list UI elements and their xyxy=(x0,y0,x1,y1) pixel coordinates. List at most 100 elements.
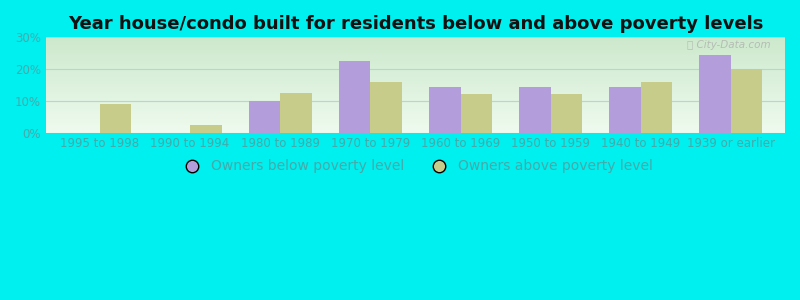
Bar xyxy=(46,91,785,92)
Bar xyxy=(46,40,785,41)
Bar xyxy=(46,84,785,85)
Bar xyxy=(46,110,785,111)
Bar xyxy=(46,37,785,38)
Bar xyxy=(46,112,785,113)
Bar xyxy=(46,113,785,114)
Bar xyxy=(46,98,785,99)
Bar xyxy=(46,51,785,52)
Title: Year house/condo built for residents below and above poverty levels: Year house/condo built for residents bel… xyxy=(68,15,763,33)
Bar xyxy=(46,115,785,116)
Bar xyxy=(46,108,785,109)
Bar xyxy=(46,77,785,78)
Bar xyxy=(46,111,785,112)
Bar xyxy=(46,88,785,89)
Bar xyxy=(46,69,785,70)
Bar xyxy=(461,94,492,133)
Bar xyxy=(46,120,785,121)
Bar xyxy=(46,129,785,130)
Bar xyxy=(46,48,785,49)
Bar xyxy=(46,42,785,43)
Bar xyxy=(46,61,785,62)
Bar xyxy=(46,123,785,124)
Bar xyxy=(46,72,785,73)
Bar xyxy=(46,102,785,103)
Bar xyxy=(46,126,785,127)
Bar xyxy=(46,125,785,126)
Bar xyxy=(46,116,785,117)
Bar xyxy=(46,92,785,93)
Bar xyxy=(46,83,785,84)
Bar xyxy=(46,63,785,64)
Bar xyxy=(46,97,785,98)
Bar xyxy=(610,86,641,133)
Bar xyxy=(46,95,785,96)
Bar xyxy=(46,60,785,61)
Bar xyxy=(46,117,785,118)
Bar xyxy=(46,128,785,129)
Bar xyxy=(46,124,785,125)
Bar xyxy=(46,62,785,63)
Bar xyxy=(46,85,785,86)
Bar xyxy=(46,53,785,54)
Bar xyxy=(46,58,785,59)
Bar xyxy=(46,70,785,71)
Bar xyxy=(46,96,785,97)
Bar xyxy=(46,38,785,39)
Bar xyxy=(46,118,785,119)
Legend: Owners below poverty level, Owners above poverty level: Owners below poverty level, Owners above… xyxy=(172,154,658,179)
Bar xyxy=(46,57,785,58)
Bar xyxy=(339,61,370,133)
Bar xyxy=(46,103,785,104)
Bar xyxy=(46,80,785,81)
Bar xyxy=(100,104,131,133)
Bar xyxy=(46,71,785,72)
Bar xyxy=(46,89,785,90)
Bar xyxy=(519,86,550,133)
Bar xyxy=(46,127,785,128)
Bar xyxy=(46,81,785,82)
Bar xyxy=(429,86,461,133)
Bar xyxy=(46,76,785,77)
Bar xyxy=(46,44,785,45)
Bar xyxy=(46,75,785,76)
Bar xyxy=(46,55,785,56)
Bar xyxy=(46,105,785,106)
Bar xyxy=(46,131,785,132)
Bar xyxy=(46,107,785,108)
Text: Ⓢ City-Data.com: Ⓢ City-Data.com xyxy=(686,40,770,50)
Bar xyxy=(46,121,785,122)
Bar xyxy=(46,106,785,107)
Bar xyxy=(46,86,785,87)
Bar xyxy=(46,39,785,40)
Bar xyxy=(46,67,785,68)
Bar xyxy=(46,94,785,95)
Bar xyxy=(46,93,785,94)
Bar xyxy=(641,82,672,133)
Bar xyxy=(46,82,785,83)
Bar xyxy=(46,132,785,133)
Bar xyxy=(550,94,582,133)
Bar xyxy=(46,46,785,47)
Bar xyxy=(46,109,785,110)
Bar xyxy=(46,119,785,120)
Bar xyxy=(46,43,785,44)
Bar xyxy=(46,52,785,53)
Bar xyxy=(46,90,785,91)
Bar xyxy=(46,101,785,102)
Bar xyxy=(699,55,731,133)
Bar xyxy=(46,114,785,115)
Bar xyxy=(46,65,785,66)
Bar xyxy=(46,100,785,101)
Bar xyxy=(46,66,785,67)
Bar xyxy=(46,87,785,88)
Bar xyxy=(46,50,785,51)
Bar xyxy=(370,82,402,133)
Bar xyxy=(46,78,785,79)
Bar xyxy=(731,69,762,133)
Bar xyxy=(46,130,785,131)
Bar xyxy=(46,122,785,123)
Bar xyxy=(46,41,785,42)
Bar xyxy=(46,49,785,50)
Bar xyxy=(280,93,312,133)
Bar xyxy=(46,64,785,65)
